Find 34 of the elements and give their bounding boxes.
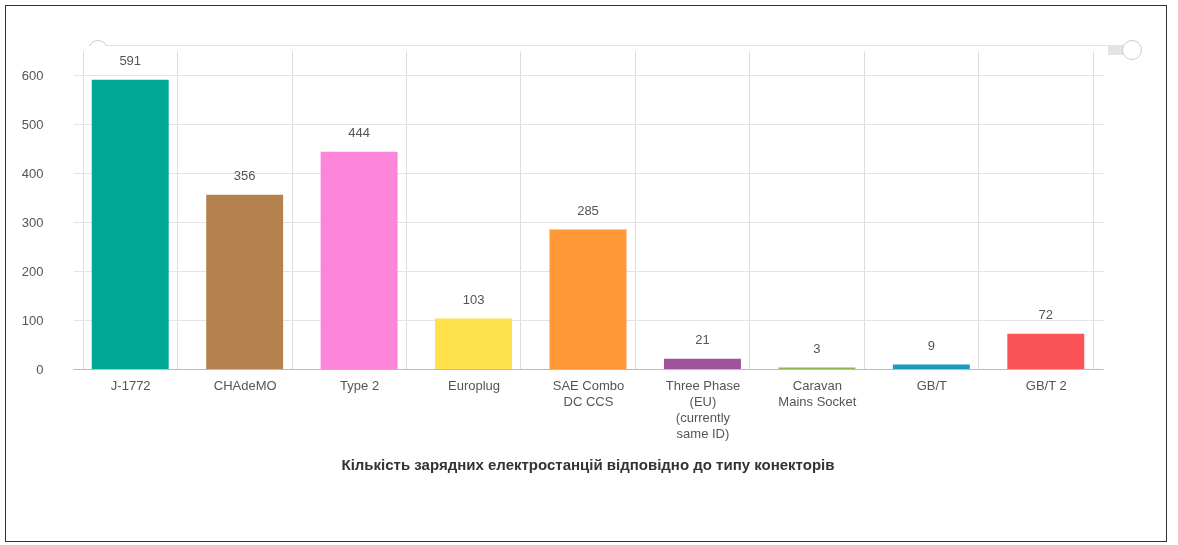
data-label: 444 bbox=[348, 124, 370, 140]
y-tick-label: 300 bbox=[21, 214, 44, 230]
x-tick-label: Caravan Mains Socket bbox=[778, 377, 857, 409]
bar bbox=[91, 79, 169, 369]
data-label: 591 bbox=[119, 52, 142, 68]
x-tick-label: J-1772 bbox=[110, 377, 151, 393]
x-tick-label: Type 2 bbox=[340, 377, 380, 393]
x-tick-label: GB/T bbox=[916, 377, 948, 393]
y-tick-label: 600 bbox=[21, 67, 44, 83]
data-label: 103 bbox=[462, 291, 485, 307]
y-tick-label: 500 bbox=[21, 116, 44, 132]
data-label: 356 bbox=[233, 167, 256, 183]
x-tick-label: Europlug bbox=[448, 377, 501, 393]
data-label: 3 bbox=[813, 340, 821, 356]
x-tick-label: Three Phase (EU) (currently same ID) bbox=[665, 377, 741, 441]
x-tick-label: SAE Combo DC CCS bbox=[552, 377, 625, 409]
text: Кількість зарядних електростанцій відповідно до типу конекторів bbox=[341, 456, 835, 473]
y-tick-label: 400 bbox=[21, 165, 44, 181]
bar bbox=[892, 364, 970, 369]
bar bbox=[1007, 333, 1085, 369]
bar bbox=[435, 318, 513, 369]
bar bbox=[549, 229, 627, 369]
bar bbox=[663, 358, 741, 369]
data-label: 72 bbox=[1038, 306, 1054, 322]
x-tick-label: GB/T 2 bbox=[1025, 377, 1067, 393]
bar bbox=[206, 194, 284, 369]
data-label: 21 bbox=[695, 331, 710, 347]
data-label: 285 bbox=[577, 202, 599, 218]
data-label: 9 bbox=[927, 337, 935, 353]
y-tick-label: 0 bbox=[36, 361, 44, 377]
x-tick-label: CHAdeMO bbox=[213, 377, 277, 393]
y-tick-label: 100 bbox=[21, 312, 44, 328]
bar bbox=[320, 151, 398, 369]
y-tick-label: 200 bbox=[21, 263, 44, 279]
